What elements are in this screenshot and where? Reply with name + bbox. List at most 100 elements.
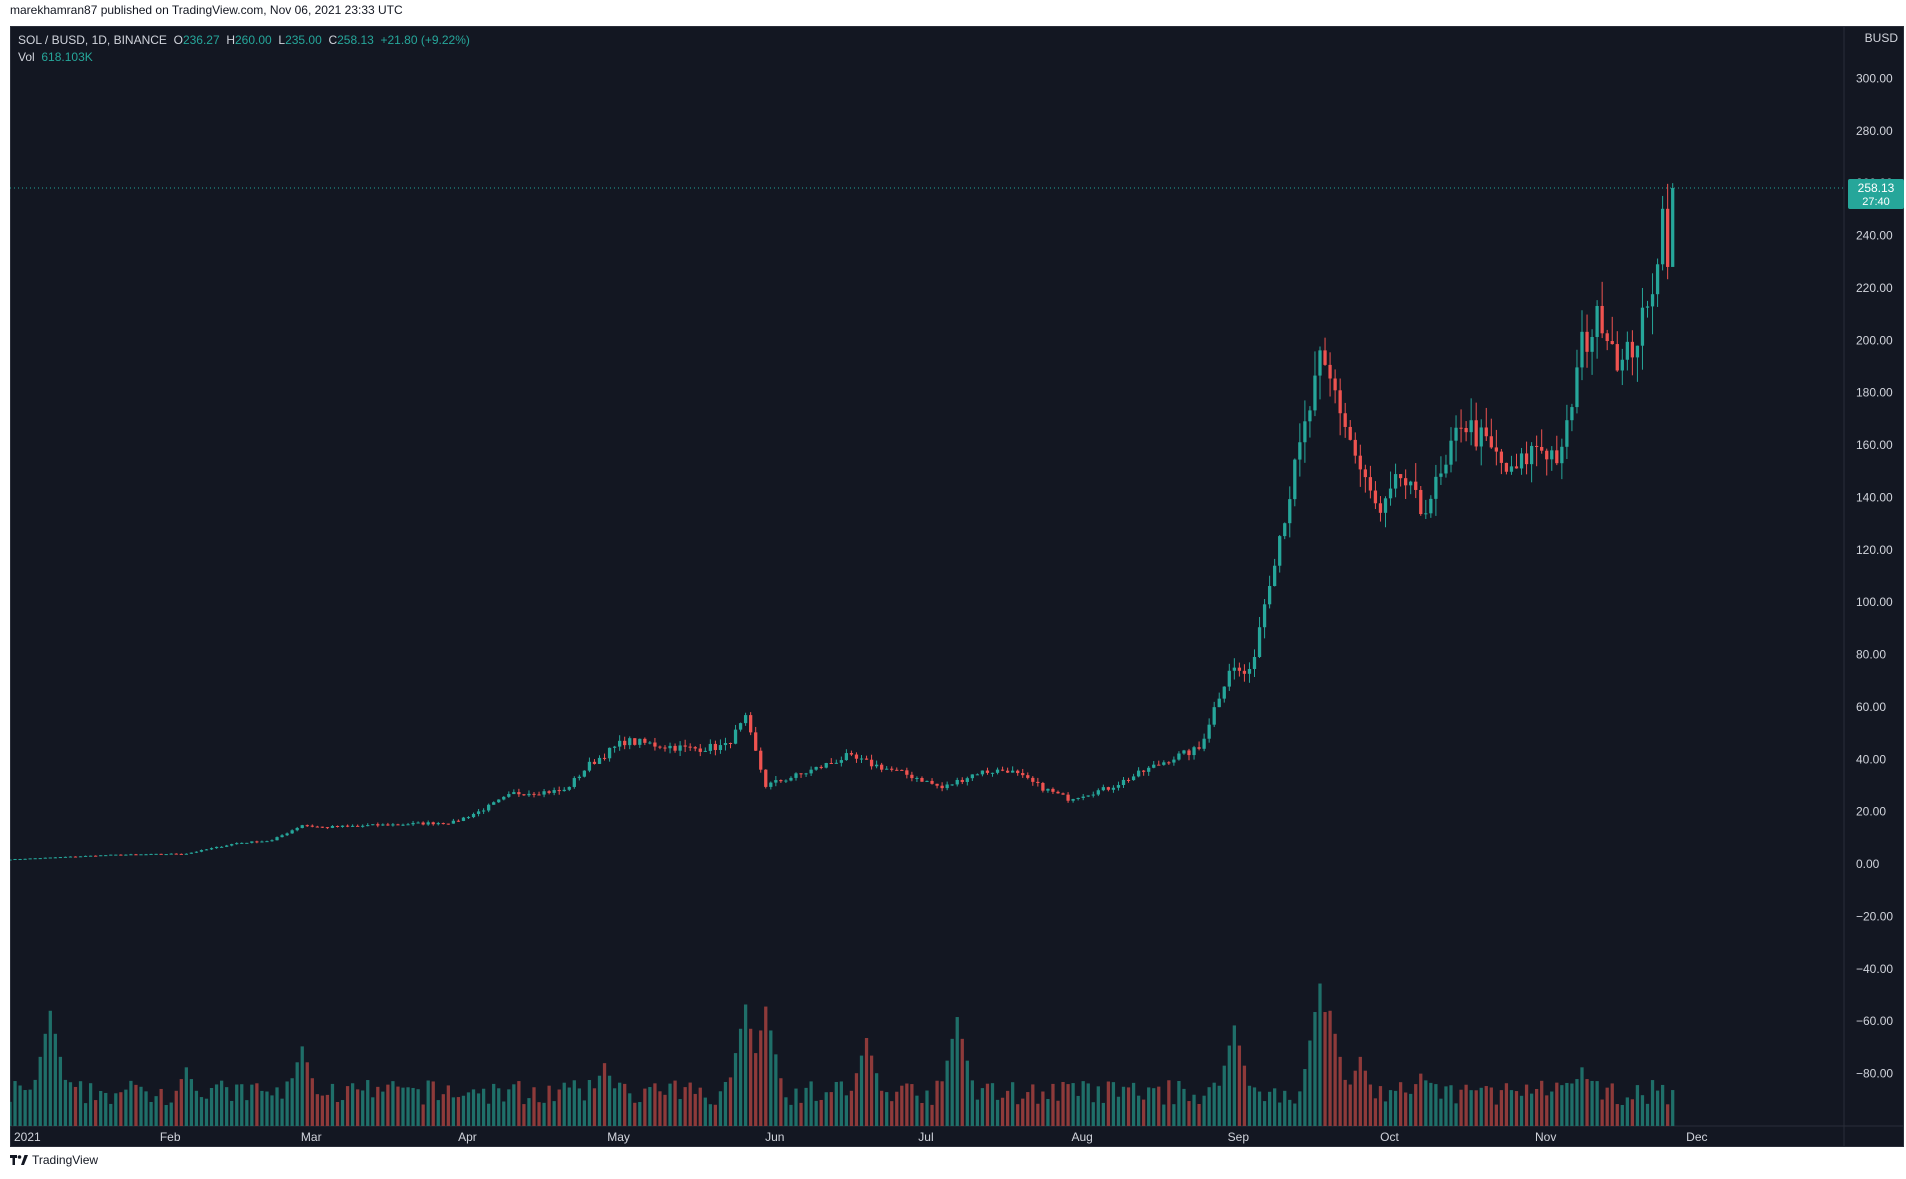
volume-bar: [517, 1081, 521, 1126]
volume-bar: [1635, 1085, 1640, 1126]
volume-bar: [1323, 1012, 1327, 1126]
symbol-label[interactable]: SOL / BUSD, 1D, BINANCE: [18, 33, 167, 47]
x-tick-label: May: [607, 1130, 630, 1144]
candle-body: [693, 747, 697, 749]
candle-body: [723, 742, 728, 746]
candle-body: [109, 854, 113, 856]
volume-bar: [1121, 1086, 1126, 1126]
volume-bar: [401, 1087, 405, 1126]
volume-bar: [104, 1092, 108, 1126]
volume-bar: [260, 1090, 264, 1126]
volume-bar: [386, 1084, 390, 1126]
volume-bar: [1383, 1101, 1388, 1126]
volume-bar: [1373, 1098, 1378, 1126]
y-tick-label: 180.00: [1856, 386, 1893, 400]
candle-body: [48, 857, 52, 859]
candle-body: [1031, 777, 1035, 782]
chart-pane[interactable]: [10, 26, 1904, 1147]
candle-body: [1343, 413, 1347, 427]
candle-body: [1595, 305, 1599, 338]
volume-bar: [1353, 1070, 1357, 1126]
volume-bar: [1550, 1091, 1554, 1126]
candle-body: [1252, 656, 1257, 670]
candle-body: [315, 826, 319, 828]
candle-body: [144, 854, 148, 856]
candle-body: [320, 826, 325, 828]
candle-body: [1494, 447, 1498, 452]
candle-body: [94, 855, 98, 857]
candle-body: [179, 853, 183, 855]
volume-bar: [83, 1103, 88, 1126]
candle-body: [1111, 787, 1116, 790]
candle-body: [38, 858, 42, 860]
volume-bar: [1162, 1104, 1166, 1126]
candle-body: [698, 748, 702, 752]
volume-bar: [759, 1030, 763, 1126]
volume-bar: [1197, 1104, 1201, 1126]
volume-bar: [940, 1081, 944, 1126]
candle-body: [1489, 436, 1493, 448]
candle-body: [945, 784, 949, 789]
candle-body: [749, 715, 753, 733]
candle-body: [1540, 446, 1544, 451]
candle-body: [743, 715, 748, 724]
candle-body: [1529, 445, 1534, 465]
volume-bar: [421, 1104, 425, 1126]
volume-bar: [1036, 1103, 1040, 1126]
volume-bar: [1106, 1081, 1111, 1126]
volume-bar: [784, 1097, 788, 1126]
candle-body: [1393, 474, 1398, 489]
volume-bar: [214, 1084, 219, 1126]
y-tick-label: −60.00: [1856, 1014, 1893, 1028]
volume-bar: [275, 1087, 279, 1126]
volume-bar: [1298, 1091, 1302, 1126]
candle-body: [441, 823, 445, 825]
volume-bar: [1570, 1083, 1574, 1126]
volume-bar: [1308, 1040, 1312, 1126]
candle-body: [114, 854, 118, 856]
candle-body: [154, 853, 158, 855]
volume-bar: [189, 1079, 194, 1126]
candle-body: [1000, 769, 1005, 771]
candle-body: [587, 761, 592, 771]
volume-bar: [1535, 1088, 1539, 1126]
volume-bar: [1252, 1087, 1257, 1126]
volume-bar: [88, 1083, 93, 1126]
candle-body: [1066, 794, 1070, 801]
volume-bar: [139, 1086, 143, 1126]
candle-body: [1535, 445, 1539, 447]
volume-bar: [1071, 1083, 1075, 1126]
candlestick-chart[interactable]: 300.00 280.00 260.00 240.00 220.00 200.00 180.…: [10, 26, 1904, 1147]
volume-bar: [1288, 1099, 1292, 1126]
volume-bar: [340, 1100, 345, 1126]
candle-body: [819, 766, 823, 768]
candle-body: [43, 857, 47, 859]
candle-body: [824, 763, 828, 768]
y-tick-label: 80.00: [1856, 648, 1886, 662]
candle-body: [1036, 781, 1040, 783]
candle-body: [99, 855, 103, 857]
volume-bar: [809, 1081, 813, 1126]
volume-label[interactable]: Vol: [18, 50, 35, 64]
candle-body: [643, 738, 647, 743]
volume-bar: [53, 1033, 57, 1126]
volume-bar: [597, 1075, 602, 1126]
candle-body: [1288, 499, 1292, 524]
y-tick-label: 140.00: [1856, 490, 1893, 504]
low-value: 235.00: [285, 33, 322, 47]
volume-bar: [350, 1083, 355, 1126]
volume-bar: [764, 1006, 768, 1126]
volume-bar: [1398, 1082, 1403, 1126]
candle-body: [1298, 442, 1302, 460]
volume-bar: [1474, 1090, 1478, 1126]
candle-body: [1222, 686, 1226, 699]
candle-body: [1429, 498, 1433, 514]
volume-bar: [391, 1081, 395, 1126]
volume-bar: [28, 1089, 32, 1126]
volume-bar: [38, 1056, 42, 1126]
volume-bar: [985, 1083, 990, 1126]
candle-body: [572, 778, 576, 787]
candle-body: [1585, 331, 1589, 352]
volume-bar: [1499, 1090, 1504, 1126]
volume-bar: [638, 1102, 642, 1126]
